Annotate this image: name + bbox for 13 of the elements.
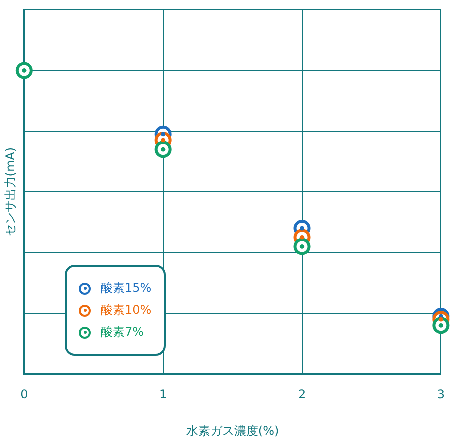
x-tick-label: 2: [298, 388, 306, 402]
x-axis-title: 水素ガス濃度(%): [186, 424, 280, 438]
point: [432, 317, 450, 334]
x-tick-label: 1: [160, 388, 168, 402]
legend-label: 酸素7%: [101, 324, 144, 341]
point: [16, 62, 33, 80]
x-tick-label: 3: [437, 388, 446, 402]
point: [294, 238, 311, 256]
y-axis-title: センサ出力(mA): [3, 147, 18, 237]
legend-label: 酸素10%: [101, 302, 152, 319]
legend-label: 酸素15%: [101, 280, 152, 297]
point: [154, 141, 172, 158]
x-tick-label: 0: [20, 388, 28, 402]
